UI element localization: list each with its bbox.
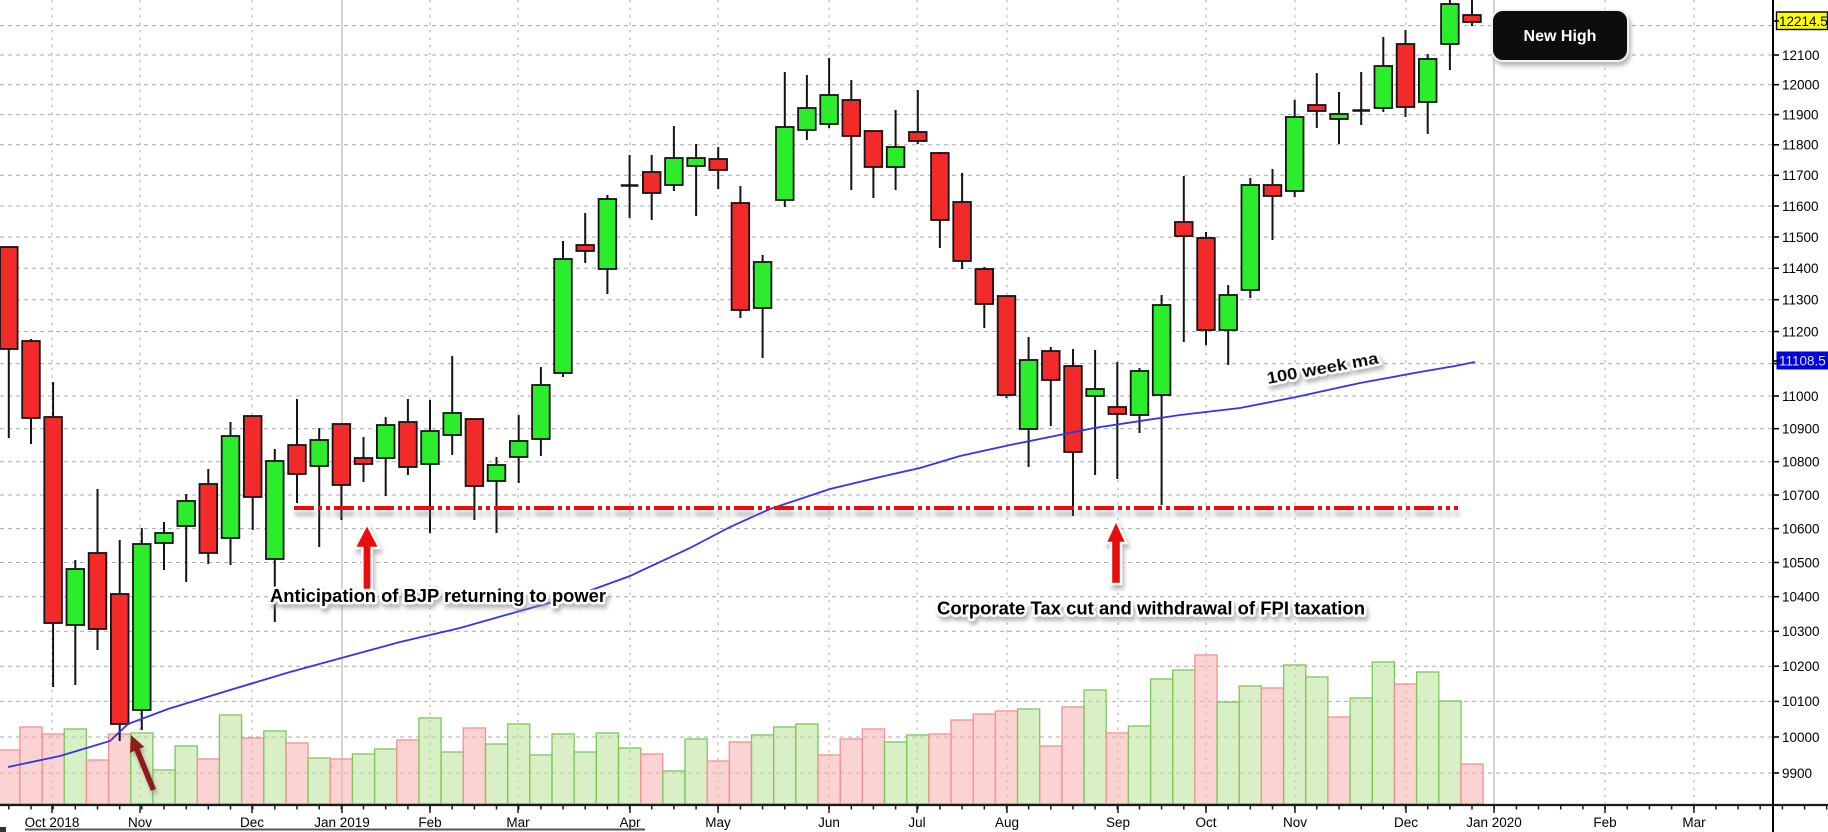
svg-text:May: May (705, 815, 731, 830)
svg-text:10200: 10200 (1782, 659, 1820, 674)
svg-text:10000: 10000 (1782, 730, 1820, 745)
svg-text:11300: 11300 (1782, 293, 1819, 308)
svg-text:Jun: Jun (818, 815, 840, 830)
svg-text:Nov: Nov (128, 815, 152, 830)
svg-text:9900: 9900 (1782, 766, 1812, 781)
svg-text:Oct: Oct (1195, 815, 1216, 830)
svg-text:New High: New High (1524, 28, 1597, 45)
svg-text:11500: 11500 (1782, 230, 1819, 245)
svg-text:10500: 10500 (1782, 555, 1820, 570)
svg-text:Sep: Sep (1106, 815, 1130, 830)
svg-text:10700: 10700 (1782, 488, 1820, 503)
svg-text:Jan 2020: Jan 2020 (1466, 815, 1522, 830)
svg-text:11700: 11700 (1782, 168, 1819, 183)
svg-text:10300: 10300 (1782, 624, 1820, 639)
svg-text:Aug: Aug (995, 815, 1019, 830)
svg-text:Dec: Dec (1394, 815, 1418, 830)
svg-text:11108.5: 11108.5 (1779, 354, 1826, 369)
svg-text:10800: 10800 (1782, 455, 1820, 470)
svg-text:Mar: Mar (506, 815, 530, 830)
svg-text:Jul: Jul (908, 815, 925, 830)
svg-text:11800: 11800 (1782, 138, 1819, 153)
svg-text:Jan 2019: Jan 2019 (314, 815, 370, 830)
svg-text:11600: 11600 (1782, 199, 1819, 214)
svg-text:12000: 12000 (1782, 78, 1820, 93)
svg-text:Anticipation of BJP returning: Anticipation of BJP returning to power (270, 586, 606, 606)
svg-text:Feb: Feb (1593, 815, 1616, 830)
svg-text:Mar: Mar (1682, 815, 1706, 830)
svg-text:11200: 11200 (1782, 324, 1819, 339)
svg-text:12100: 12100 (1782, 48, 1820, 63)
svg-text:11900: 11900 (1782, 107, 1819, 122)
svg-text:10100: 10100 (1782, 694, 1820, 709)
svg-text:10900: 10900 (1782, 422, 1820, 437)
svg-text:Dec: Dec (240, 815, 264, 830)
svg-text:10600: 10600 (1782, 521, 1820, 536)
svg-text:11400: 11400 (1782, 261, 1819, 276)
svg-text:Feb: Feb (418, 815, 441, 830)
svg-text:10400: 10400 (1782, 590, 1820, 605)
svg-text:11000: 11000 (1782, 389, 1819, 404)
svg-text:Oct 2018: Oct 2018 (25, 815, 80, 830)
svg-text:Corporate Tax cut and withdraw: Corporate Tax cut and withdrawal of FPI … (937, 599, 1365, 619)
svg-text:Apr: Apr (619, 815, 641, 830)
svg-text:Nov: Nov (1283, 815, 1307, 830)
svg-text:12214.5: 12214.5 (1779, 14, 1828, 29)
